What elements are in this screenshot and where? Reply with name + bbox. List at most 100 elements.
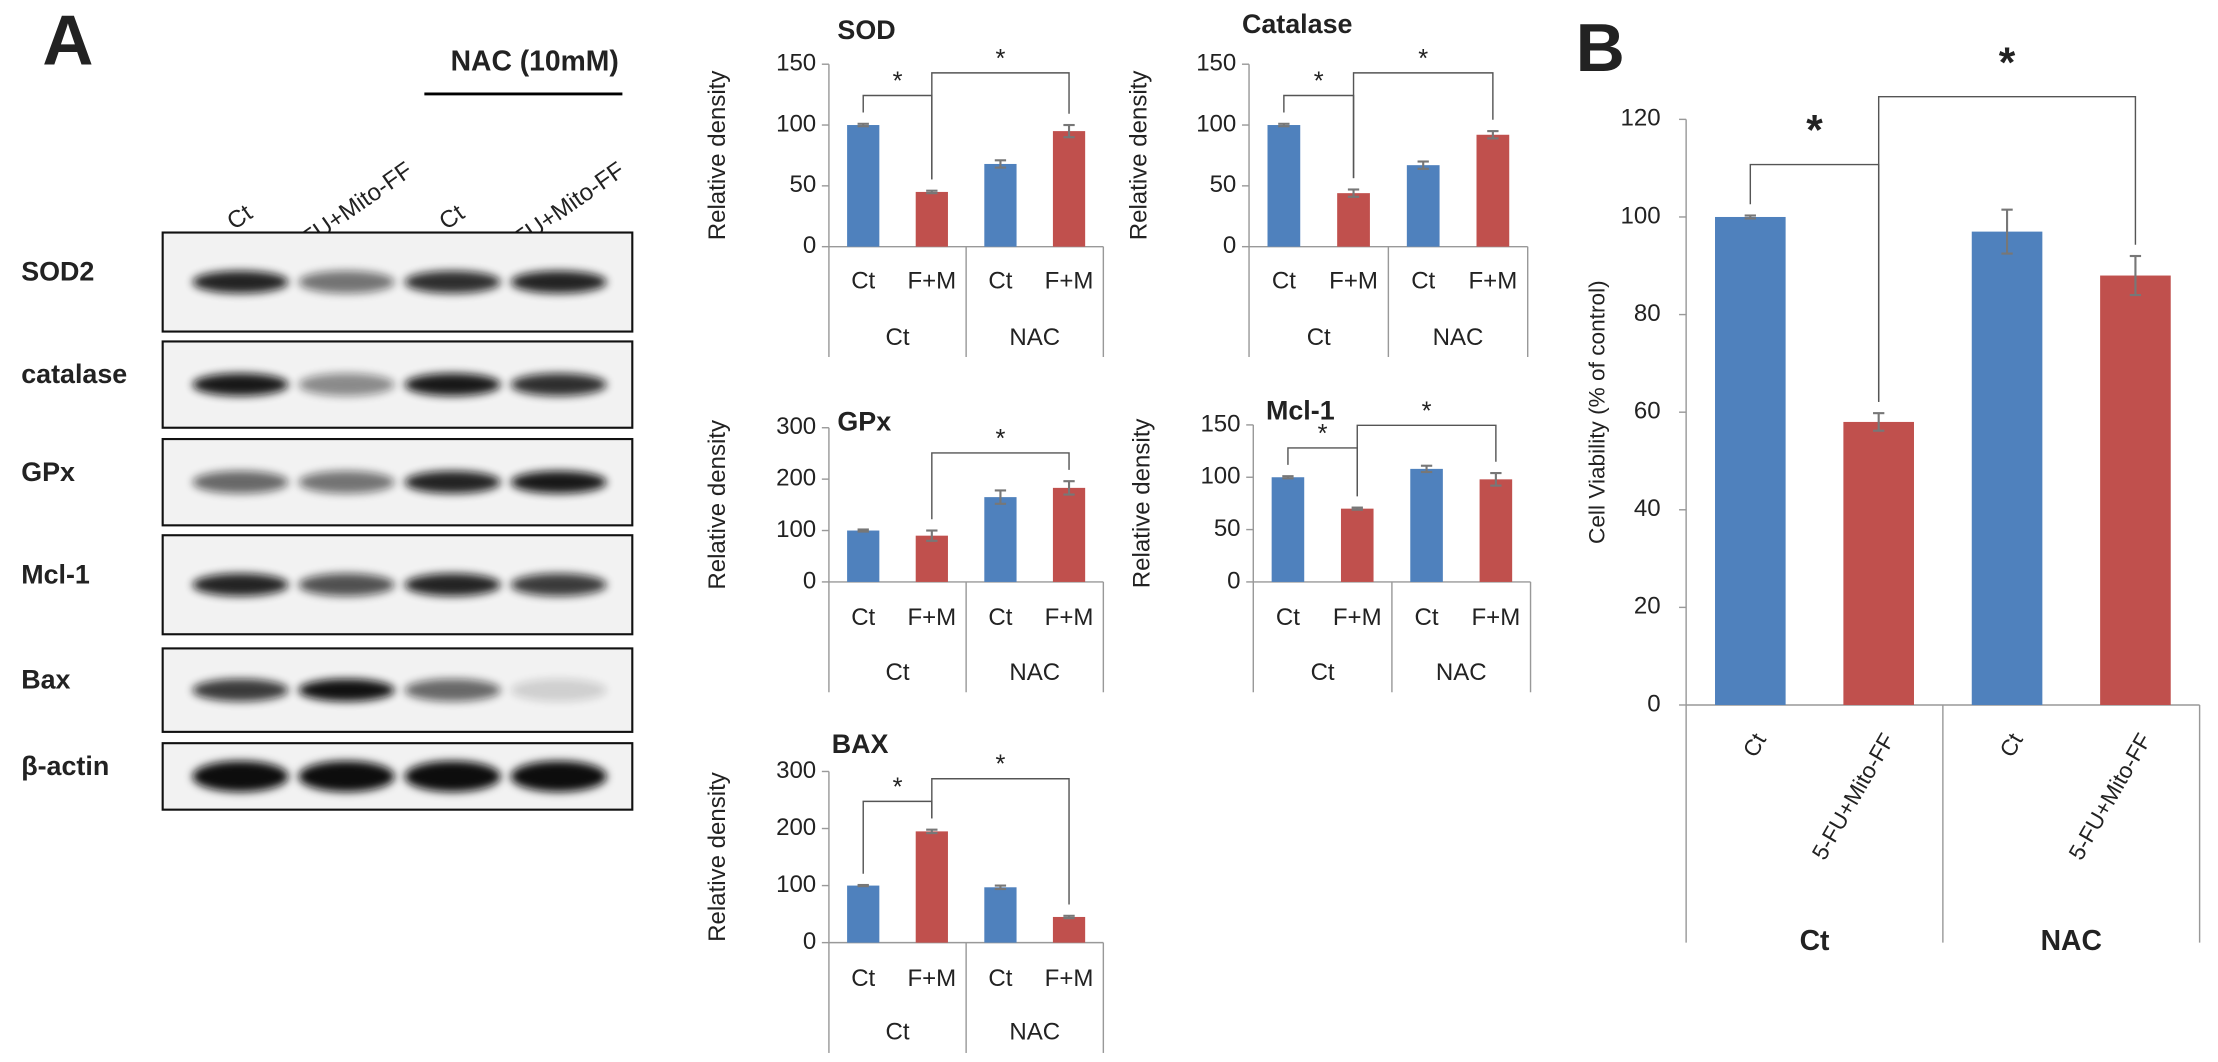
x-tick-label: Ct bbox=[1411, 267, 1435, 294]
band bbox=[192, 470, 289, 494]
band bbox=[510, 678, 607, 702]
y-tick-label: 40 bbox=[1634, 495, 1661, 522]
band bbox=[510, 373, 607, 396]
bar bbox=[1052, 916, 1086, 943]
group-label: NAC bbox=[1009, 324, 1060, 351]
y-tick-label: 50 bbox=[1210, 171, 1237, 198]
group-label: Ct bbox=[886, 659, 910, 686]
x-tick-label: Ct bbox=[988, 965, 1012, 992]
y-tick-label: 100 bbox=[776, 871, 816, 898]
treatment-label: NAC (10mM) bbox=[451, 44, 619, 76]
x-tick-label: F+M bbox=[907, 267, 956, 294]
chart-title: BAX bbox=[832, 729, 889, 759]
bar bbox=[984, 163, 1017, 247]
x-tick-label: 5-FU+Mito-FF bbox=[1807, 729, 1899, 864]
bar bbox=[1337, 193, 1370, 247]
row-label: Bax bbox=[21, 665, 70, 695]
x-tick-label: Ct bbox=[988, 267, 1012, 294]
x-tick-label: F+M bbox=[1045, 965, 1094, 992]
x-tick-label: Ct bbox=[1272, 267, 1296, 294]
bar bbox=[984, 887, 1017, 943]
bar bbox=[1479, 479, 1513, 582]
y-tick-label: 0 bbox=[1227, 567, 1240, 594]
significance-bracket bbox=[1352, 72, 1494, 179]
band bbox=[404, 760, 501, 792]
band bbox=[510, 470, 607, 494]
x-tick-label: Ct bbox=[851, 604, 875, 631]
group-label: NAC bbox=[1009, 1019, 1060, 1046]
band bbox=[510, 270, 607, 294]
y-tick-label: 60 bbox=[1634, 398, 1661, 425]
y-axis-label: Relative density bbox=[704, 420, 731, 590]
y-axis-label: Cell Viability (% of control) bbox=[1584, 280, 1609, 544]
band bbox=[404, 678, 501, 702]
significance-bracket bbox=[931, 778, 1070, 905]
bar bbox=[847, 125, 880, 247]
panel-label: B bbox=[1576, 11, 1625, 86]
significance-label: * bbox=[1806, 107, 1823, 154]
y-axis-label: Relative density bbox=[1128, 419, 1155, 589]
y-tick-label: 0 bbox=[803, 232, 816, 259]
x-tick-label: Ct bbox=[1738, 728, 1771, 761]
panel-label: A bbox=[42, 0, 93, 79]
band bbox=[298, 270, 395, 294]
band bbox=[510, 760, 607, 792]
x-tick-label: F+M bbox=[1469, 267, 1518, 294]
x-tick-label: F+M bbox=[1333, 604, 1382, 631]
bar bbox=[915, 831, 948, 943]
y-tick-label: 100 bbox=[776, 110, 816, 137]
group-label: NAC bbox=[1009, 659, 1060, 686]
significance-bracket bbox=[931, 72, 1070, 180]
bar bbox=[1476, 134, 1510, 247]
group-label: NAC bbox=[1433, 324, 1484, 351]
chart-title: GPx bbox=[837, 407, 891, 437]
x-tick-label: F+M bbox=[907, 604, 956, 631]
band bbox=[298, 573, 395, 597]
bar bbox=[1267, 125, 1301, 247]
y-tick-label: 50 bbox=[1214, 515, 1241, 542]
bar bbox=[1052, 131, 1086, 247]
x-tick-label: 5-FU+Mito-FF bbox=[2064, 729, 2156, 864]
y-tick-label: 50 bbox=[789, 171, 816, 198]
y-tick-label: 200 bbox=[776, 814, 816, 841]
bar bbox=[847, 885, 880, 943]
bar bbox=[1271, 477, 1305, 582]
band bbox=[404, 573, 501, 597]
bar bbox=[915, 191, 948, 247]
chart-title: Catalase bbox=[1242, 9, 1353, 39]
y-tick-label: 0 bbox=[1223, 232, 1236, 259]
x-tick-label: Ct bbox=[988, 604, 1012, 631]
x-tick-label: F+M bbox=[1045, 604, 1094, 631]
y-tick-label: 80 bbox=[1634, 300, 1661, 327]
y-tick-label: 150 bbox=[1196, 50, 1236, 77]
significance-label: * bbox=[1314, 68, 1324, 96]
x-tick-label: F+M bbox=[1472, 604, 1521, 631]
bar bbox=[1715, 216, 1786, 705]
bar bbox=[1340, 508, 1374, 582]
y-tick-label: 20 bbox=[1634, 593, 1661, 620]
group-label: NAC bbox=[2041, 924, 2102, 956]
y-axis-label: Relative density bbox=[1125, 71, 1152, 241]
y-tick-label: 120 bbox=[1621, 105, 1661, 132]
band bbox=[192, 678, 289, 702]
significance-label: * bbox=[1318, 420, 1328, 448]
significance-bracket bbox=[931, 452, 1070, 520]
significance-label: * bbox=[1999, 39, 2016, 86]
significance-label: * bbox=[1422, 397, 1432, 425]
bar bbox=[1052, 487, 1086, 582]
bar bbox=[1971, 231, 2043, 705]
band bbox=[192, 270, 289, 294]
significance-label: * bbox=[995, 425, 1005, 453]
x-tick-label: Ct bbox=[851, 267, 875, 294]
y-tick-label: 150 bbox=[776, 50, 816, 77]
bar bbox=[1410, 468, 1443, 582]
bar bbox=[1843, 421, 1914, 705]
band bbox=[298, 470, 395, 494]
significance-label: * bbox=[995, 751, 1005, 779]
significance-label: * bbox=[995, 45, 1005, 73]
band bbox=[404, 470, 501, 494]
y-tick-label: 100 bbox=[1200, 463, 1240, 490]
row-label: catalase bbox=[21, 359, 127, 389]
y-tick-label: 0 bbox=[1647, 690, 1660, 717]
group-label: Ct bbox=[1307, 324, 1331, 351]
